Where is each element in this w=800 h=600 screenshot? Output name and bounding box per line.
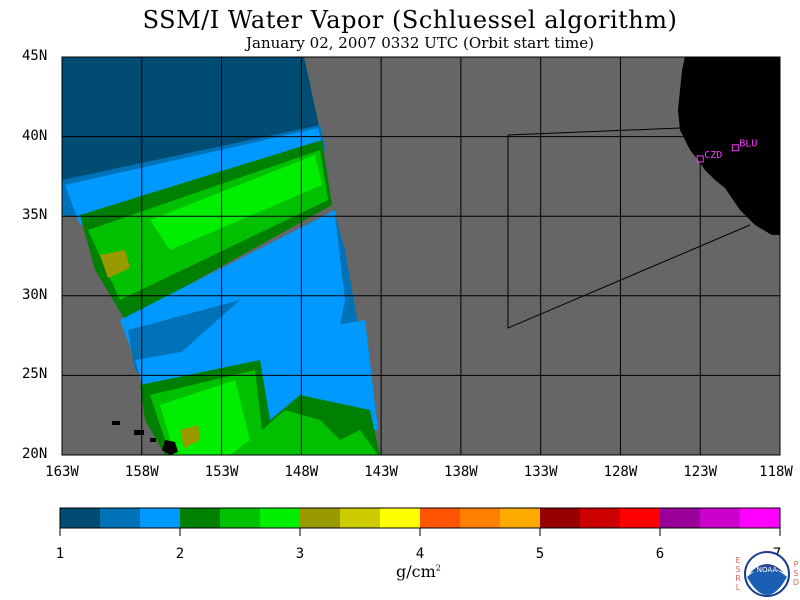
longitude-label: 163W: [45, 464, 79, 480]
longitude-label: 138W: [444, 464, 478, 480]
colorbar-swatch: [740, 508, 780, 528]
colorbar-tick-label: 3: [295, 546, 305, 562]
station-marker: [731, 144, 739, 152]
colorbar-tick-label: 4: [415, 546, 425, 562]
colorbar-swatch: [420, 508, 460, 528]
colorbar-tick-label: 5: [535, 546, 545, 562]
colorbar-swatch: [300, 508, 340, 528]
logo-center-text: NOAA: [757, 566, 778, 574]
longitude-label: 128W: [603, 464, 638, 480]
colorbar: [59, 507, 781, 536]
region-outline: [507, 127, 681, 136]
longitude-label: 123W: [683, 464, 718, 480]
colorbar-swatch: [460, 508, 500, 528]
colorbar-tick-label: 6: [655, 546, 665, 562]
map-frame: [61, 56, 781, 456]
latitude-label: 30N: [22, 286, 48, 303]
hawaii-island-small-3: [150, 438, 156, 442]
latitude-label: 20N: [22, 446, 48, 462]
logo-letter: E: [735, 556, 741, 565]
swath-olive-south: [180, 425, 200, 448]
colorbar-swatch: [700, 508, 740, 528]
colorbar-swatch: [340, 508, 380, 528]
logo-letter: S: [735, 565, 741, 574]
longitude-label: 133W: [523, 464, 558, 480]
latitude-label: 45N: [22, 48, 48, 64]
colorbar-swatch: [580, 508, 620, 528]
hawaii-island-small-1: [112, 421, 120, 425]
logo-letter: D: [792, 578, 800, 587]
figure-title: SSM/I Water Vapor (Schluessel algorithm): [142, 6, 678, 34]
longitude-label: 153W: [204, 464, 239, 480]
station-label: BLU: [739, 139, 757, 150]
station-marker: [696, 155, 704, 163]
longitude-label: 143W: [364, 464, 398, 480]
map-grid: [62, 57, 780, 455]
logo-letter: S: [793, 569, 799, 578]
station-markers: CZD BLU: [696, 139, 757, 163]
units-main: g/cm: [396, 562, 436, 581]
colorbar-swatch: [100, 508, 140, 528]
latitude-label: 40N: [22, 127, 48, 144]
colorbar-tick-label: 1: [55, 546, 65, 562]
swath-bright-green-band: [150, 155, 322, 250]
region-outline-2: [507, 135, 751, 329]
longitude-label: 158W: [124, 464, 159, 480]
colorbar-swatch: [220, 508, 260, 528]
figure-subtitle: January 02, 2007 0332 UTC (Orbit start t…: [246, 34, 594, 52]
colorbar-swatch: [140, 508, 180, 528]
station-label: CZD: [704, 150, 722, 161]
swath: [62, 57, 380, 455]
colorbar-swatch: [660, 508, 700, 528]
hawaii-island-big: [162, 440, 178, 455]
colorbar-swatch: [380, 508, 420, 528]
colorbar-swatch: [60, 508, 100, 528]
latitude-label: 35N: [22, 207, 48, 224]
longitude-label: 148W: [284, 464, 319, 480]
longitude-label: 118W: [759, 464, 793, 480]
logo-letter: P: [793, 560, 799, 569]
colorbar-tick-label: 2: [175, 546, 185, 562]
colorbar-swatch: [620, 508, 660, 528]
noaa-emblem-icon: NOAA: [744, 551, 790, 597]
swath-olive-patch: [100, 250, 130, 278]
hawaii-island-small-2: [134, 430, 144, 435]
california-coast: [678, 57, 780, 235]
colorbar-units: g/cm2: [396, 562, 441, 581]
units-superscript: 2: [435, 563, 441, 573]
colorbar-swatch: [500, 508, 540, 528]
logo-letter: L: [735, 583, 741, 592]
colorbar-swatch: [260, 508, 300, 528]
logo-letter: R: [735, 574, 741, 583]
colorbar-swatch: [180, 508, 220, 528]
colorbar-swatch: [540, 508, 580, 528]
latitude-label: 25N: [22, 366, 48, 383]
